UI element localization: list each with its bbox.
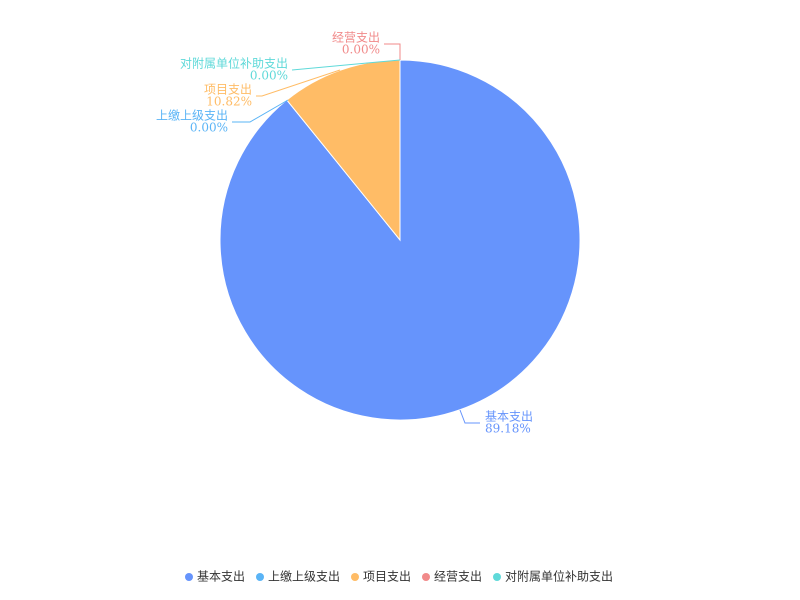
value-label: 0.00% (250, 69, 288, 83)
legend-marker (256, 573, 264, 581)
leader-line (459, 409, 480, 424)
value-label: 89.18% (485, 422, 531, 436)
leader-line (232, 99, 289, 123)
legend-marker (493, 573, 501, 581)
slice-label: 对附属单位补助支出 (180, 56, 288, 71)
leader-line (384, 43, 401, 60)
legend-label: 对附属单位补助支出 (505, 569, 613, 584)
legend-label: 项目支出 (363, 570, 411, 584)
leader-line (256, 69, 341, 97)
leader-line (291, 59, 401, 71)
value-label: 10.82% (206, 95, 252, 109)
legend-label: 经营支出 (434, 570, 482, 584)
slice-label: 基本支出 (485, 410, 533, 424)
value-label: 0.00% (190, 121, 228, 135)
legend-label: 上缴上级支出 (268, 569, 340, 584)
legend-marker (185, 573, 193, 581)
slice-label: 项目支出 (204, 83, 252, 97)
slice-label: 经营支出 (332, 31, 380, 45)
slice-label: 上缴上级支出 (156, 108, 228, 123)
value-label: 0.00% (342, 43, 380, 57)
legend-marker (351, 573, 359, 581)
legend-label: 基本支出 (197, 570, 245, 584)
legend-marker (422, 573, 430, 581)
